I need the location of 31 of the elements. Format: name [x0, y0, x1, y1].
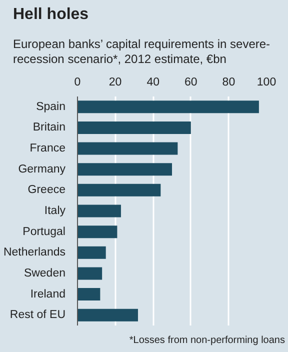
- x-tick-label: 100: [256, 76, 276, 88]
- y-tick-label: Spain: [36, 100, 66, 113]
- bar: [78, 163, 172, 176]
- x-tick-label: 0: [74, 76, 81, 88]
- bar: [78, 246, 106, 259]
- text: *Losses from non-performing loans: [129, 335, 285, 348]
- bar: [78, 288, 100, 301]
- y-tick-label: Rest of EU: [10, 309, 66, 322]
- y-tick-label: Greece: [28, 184, 66, 196]
- y-tick-label: Sweden: [24, 267, 66, 280]
- bar: [78, 226, 118, 238]
- y-tick-label: Britain: [32, 122, 66, 134]
- chart-subtitle: European banks’ capital requirements in severe-recession scenario*, 2012 estimate, €bn: [13, 37, 272, 67]
- x-tick-label: 60: [184, 76, 198, 88]
- bar: [78, 184, 161, 196]
- y-tick-label: Italy: [44, 205, 66, 217]
- bar: [78, 121, 191, 134]
- bar: [78, 100, 259, 114]
- bar: [78, 204, 121, 218]
- y-tick-label: Portugal: [22, 226, 66, 238]
- bar: [78, 267, 102, 280]
- x-tick-label: 40: [146, 76, 160, 88]
- y-tick-label: Ireland: [30, 288, 66, 300]
- y-tick-label: Germany: [18, 163, 66, 176]
- y-tick-label: France: [30, 142, 66, 155]
- y-tick-label: Netherlands: [3, 246, 66, 259]
- x-tick-label: 80: [222, 76, 236, 88]
- x-tick-label: 20: [108, 76, 122, 88]
- bar: [78, 308, 138, 322]
- bar: [78, 142, 178, 155]
- chart-title: Hell holes: [13, 5, 89, 25]
